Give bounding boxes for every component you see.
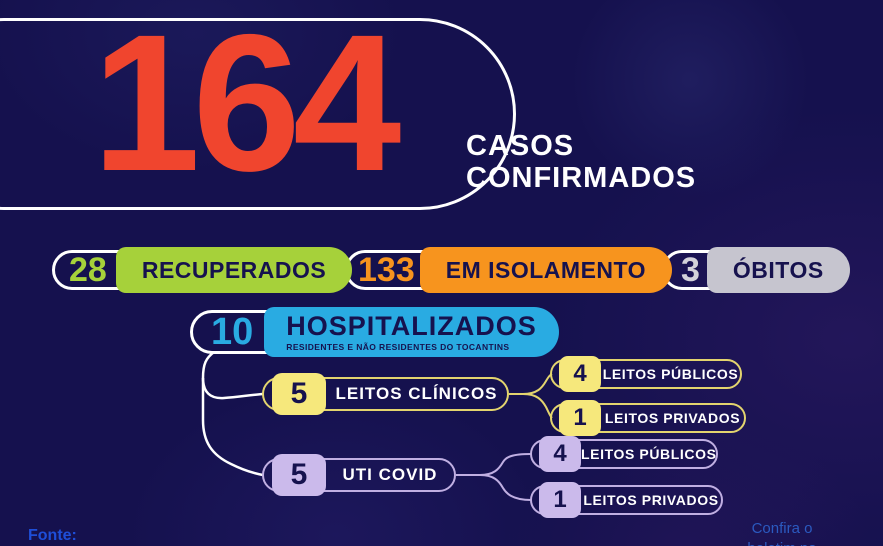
stat-isolation-label: EM ISOLAMENTO bbox=[419, 247, 673, 293]
icu-private-beds-pill: 1 LEITOS PRIVADOS bbox=[530, 482, 723, 518]
stat-recovered-label: RECUPERADOS bbox=[115, 247, 353, 293]
stat-hospitalized-sublabel: RESIDENTES E NÃO RESIDENTES DO TOCANTINS bbox=[286, 341, 510, 352]
clinical-public-beds-pill: 4 LEITOS PÚBLICOS bbox=[550, 356, 742, 392]
stat-deaths: 3 ÓBITOS bbox=[662, 247, 850, 293]
icu-public-beds-label: LEITOS PÚBLICOS bbox=[581, 446, 717, 462]
clinical-public-beds-label: LEITOS PÚBLICOS bbox=[602, 366, 739, 382]
icu-public-beds-value: 4 bbox=[539, 436, 581, 472]
clinical-public-beds-value: 4 bbox=[559, 356, 601, 392]
bulletin-link-line2[interactable]: boletim na íntegra bbox=[722, 539, 842, 546]
clinical-beds-branch-lines bbox=[509, 373, 553, 419]
clinical-beds-pill: 5 LEITOS CLÍNICOS bbox=[262, 373, 509, 415]
stat-hospitalized-value: 10 bbox=[211, 310, 254, 353]
clinical-private-beds-label: LEITOS PRIVADOS bbox=[604, 410, 741, 426]
icu-beds-label: UTI COVID bbox=[342, 465, 438, 484]
confirmed-cases-label-line2: CONFIRMADOS bbox=[466, 161, 697, 194]
stat-deaths-label: ÓBITOS bbox=[706, 247, 850, 293]
icu-public-beds-pill: 4 LEITOS PÚBLICOS bbox=[530, 436, 718, 472]
stat-hospitalized-chip: HOSPITALIZADOS RESIDENTES E NÃO RESIDENT… bbox=[264, 307, 559, 357]
clinical-private-beds-value: 1 bbox=[559, 400, 601, 436]
clinical-beds-label: LEITOS CLÍNICOS bbox=[335, 384, 498, 403]
clinical-private-beds-pill: 1 LEITOS PRIVADOS bbox=[550, 400, 746, 436]
icu-private-beds-label: LEITOS PRIVADOS bbox=[583, 492, 719, 508]
stat-deaths-value: 3 bbox=[681, 250, 700, 289]
stat-hospitalized: 10 HOSPITALIZADOS RESIDENTES E NÃO RESID… bbox=[190, 307, 559, 357]
icu-private-beds-value: 1 bbox=[539, 482, 581, 518]
bulletin-link-line1[interactable]: Confira o bbox=[751, 520, 813, 537]
hospitalized-branch-lines bbox=[201, 351, 264, 477]
stat-recovered-value: 28 bbox=[69, 250, 107, 289]
icu-beds-pill: 5 UTI COVID bbox=[262, 454, 456, 496]
stat-recovered-capsule: 28 bbox=[52, 250, 142, 290]
stat-recovered: 28 RECUPERADOS bbox=[52, 247, 353, 293]
stat-hospitalized-label: HOSPITALIZADOS bbox=[286, 310, 537, 341]
stat-hospitalized-capsule: 10 bbox=[190, 310, 293, 354]
stat-isolation-value: 133 bbox=[358, 250, 415, 289]
source-label: Fonte: bbox=[28, 527, 77, 544]
confirmed-cases-pill-outline bbox=[0, 18, 516, 210]
confirmed-cases-label: CASOS CONFIRMADOS bbox=[466, 130, 697, 195]
clinical-beds-value: 5 bbox=[272, 373, 326, 415]
stat-isolation: 133 EM ISOLAMENTO bbox=[345, 247, 673, 293]
icu-beds-branch-lines bbox=[456, 453, 532, 501]
bulletin-link[interactable]: Confira o boletim na íntegra bbox=[722, 519, 842, 546]
confirmed-cases-label-line1: CASOS bbox=[466, 130, 575, 162]
icu-beds-value: 5 bbox=[272, 454, 326, 496]
confirmed-cases-count: 164 bbox=[92, 0, 401, 212]
